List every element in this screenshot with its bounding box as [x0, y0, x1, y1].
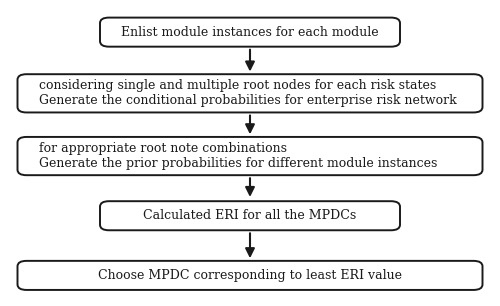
Text: Choose MPDC corresponding to least ERI value: Choose MPDC corresponding to least ERI v…	[98, 269, 402, 282]
Text: Generate the prior probabilities for different module instances: Generate the prior probabilities for dif…	[39, 157, 438, 170]
FancyBboxPatch shape	[100, 17, 400, 47]
Text: Enlist module instances for each module: Enlist module instances for each module	[121, 26, 379, 39]
FancyBboxPatch shape	[100, 201, 400, 230]
FancyBboxPatch shape	[18, 137, 482, 175]
Text: Generate the conditional probabilities for enterprise risk network: Generate the conditional probabilities f…	[39, 94, 457, 107]
Text: Calculated ERI for all the MPDCs: Calculated ERI for all the MPDCs	[144, 209, 356, 222]
Text: considering single and multiple root nodes for each risk states: considering single and multiple root nod…	[39, 80, 436, 92]
FancyBboxPatch shape	[18, 74, 482, 113]
Text: for appropriate root note combinations: for appropriate root note combinations	[39, 142, 287, 155]
FancyBboxPatch shape	[18, 261, 482, 290]
